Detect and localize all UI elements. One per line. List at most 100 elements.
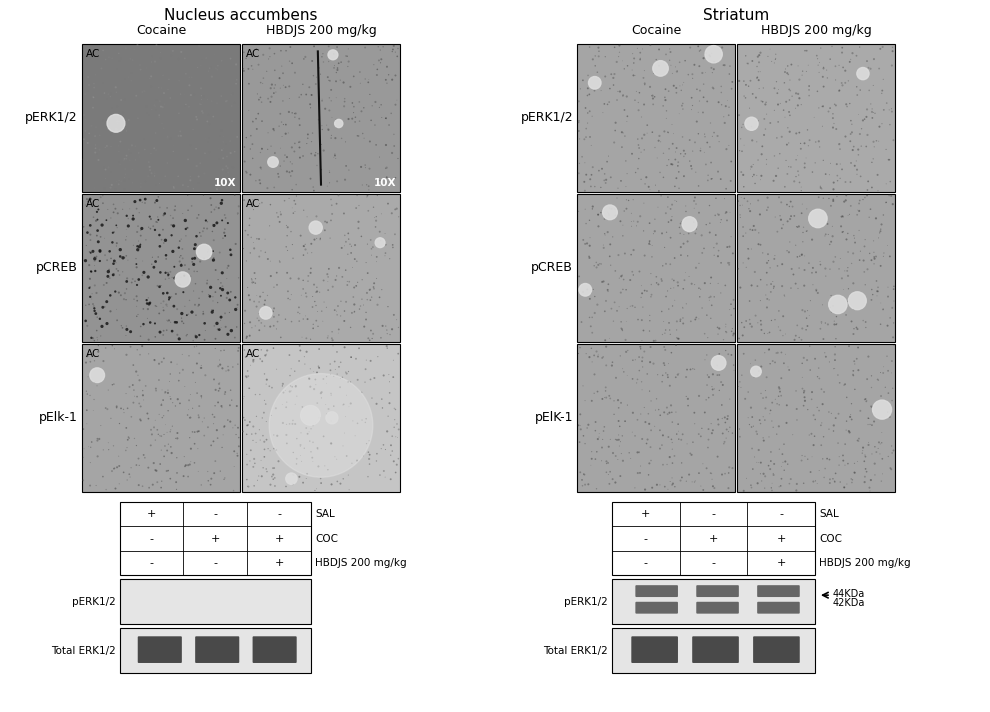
Point xyxy=(338,367,353,378)
Point xyxy=(637,99,652,110)
Point xyxy=(348,256,364,267)
Point xyxy=(828,412,843,424)
Point xyxy=(599,466,615,478)
Point xyxy=(143,317,158,328)
Point xyxy=(826,363,842,375)
Point xyxy=(242,330,257,341)
Point xyxy=(752,418,768,429)
Point xyxy=(329,41,345,53)
Point xyxy=(128,140,144,152)
Point xyxy=(200,466,216,477)
Point xyxy=(669,66,685,77)
Point xyxy=(882,312,898,323)
Point xyxy=(209,64,225,75)
Point xyxy=(148,434,163,446)
Point xyxy=(183,443,199,454)
Point xyxy=(739,473,754,484)
Point xyxy=(634,315,649,326)
Point xyxy=(718,100,734,112)
Point xyxy=(248,278,263,289)
Point xyxy=(775,219,791,230)
Point xyxy=(797,451,813,462)
Point xyxy=(164,397,180,409)
Circle shape xyxy=(267,157,278,167)
Point xyxy=(741,412,756,424)
Point xyxy=(704,468,720,479)
Point xyxy=(285,415,301,426)
Point xyxy=(92,245,108,256)
Point xyxy=(147,142,162,154)
Point xyxy=(715,379,731,391)
Point xyxy=(307,485,323,496)
Point xyxy=(216,345,232,356)
Point xyxy=(357,377,373,388)
Point xyxy=(122,381,138,392)
Point xyxy=(863,370,879,382)
Point xyxy=(108,82,124,93)
Point xyxy=(212,355,228,366)
Point xyxy=(162,210,178,221)
Point xyxy=(789,251,805,263)
Point xyxy=(109,315,125,326)
Point xyxy=(720,413,736,424)
Point xyxy=(305,290,321,302)
Point xyxy=(796,352,812,364)
Point xyxy=(209,424,225,436)
Point xyxy=(801,140,817,152)
Point xyxy=(716,60,732,71)
Point xyxy=(840,295,855,307)
Point xyxy=(872,449,888,460)
Point xyxy=(95,302,111,313)
Point xyxy=(779,399,795,411)
Point xyxy=(821,407,837,418)
Point xyxy=(668,87,684,98)
Point xyxy=(208,201,224,213)
Point xyxy=(886,318,902,329)
Point xyxy=(94,320,110,332)
Point xyxy=(268,444,284,456)
Point xyxy=(638,484,653,496)
Point xyxy=(112,157,128,168)
Bar xyxy=(737,344,895,492)
Point xyxy=(668,196,684,207)
Point xyxy=(391,211,407,222)
Point xyxy=(282,418,298,429)
Point xyxy=(721,426,737,437)
Point xyxy=(99,140,115,152)
Circle shape xyxy=(375,238,385,248)
Point xyxy=(219,182,235,194)
Point xyxy=(200,244,216,256)
Point xyxy=(346,299,362,310)
Point xyxy=(571,157,587,169)
Point xyxy=(583,342,599,354)
Point xyxy=(210,177,226,188)
Point xyxy=(790,61,806,72)
Point xyxy=(880,281,896,293)
Point xyxy=(884,440,900,451)
Point xyxy=(756,328,772,339)
Point xyxy=(590,209,606,220)
Point xyxy=(864,103,880,115)
Point xyxy=(696,243,712,254)
Point xyxy=(348,353,364,365)
Point xyxy=(211,360,227,372)
Point xyxy=(278,419,294,430)
Point xyxy=(144,424,159,436)
Point xyxy=(630,163,645,174)
Point xyxy=(746,169,762,180)
Point xyxy=(604,303,620,314)
Point xyxy=(231,441,247,452)
Point xyxy=(837,481,852,493)
Point xyxy=(195,97,211,108)
Point xyxy=(591,431,607,443)
Point xyxy=(885,135,901,146)
Point xyxy=(267,65,283,76)
Point xyxy=(98,342,114,354)
Point xyxy=(341,56,356,67)
Point xyxy=(197,334,213,345)
Point xyxy=(735,330,750,341)
Point xyxy=(588,417,604,428)
Point xyxy=(667,61,683,73)
Point xyxy=(89,230,105,241)
Point xyxy=(642,235,657,246)
